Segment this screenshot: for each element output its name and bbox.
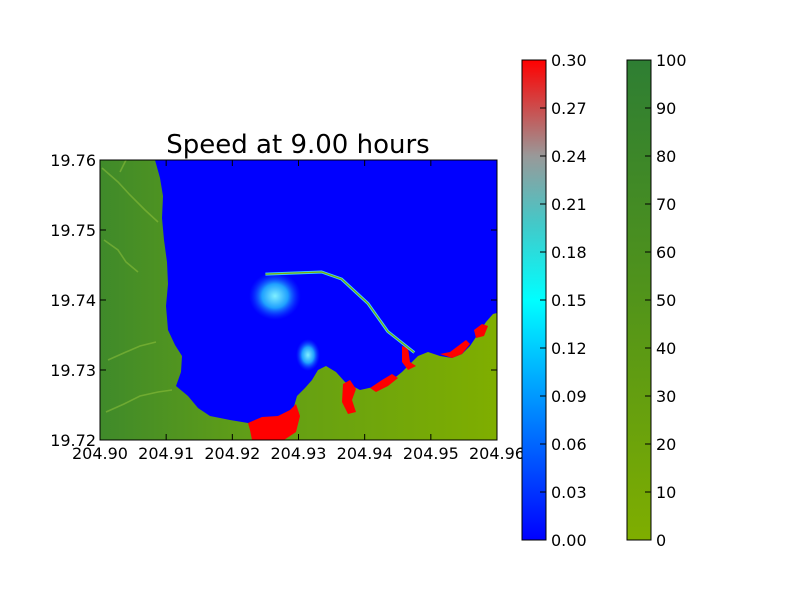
colorbar-tick-label: 0.00 bbox=[551, 531, 587, 550]
colorbar-tick-label: 0.18 bbox=[551, 243, 587, 262]
colorbar-tick-label: 0.12 bbox=[551, 339, 587, 358]
colorbar-tick-label: 30 bbox=[656, 387, 676, 406]
x-tick-label: 204.95 bbox=[403, 444, 459, 463]
y-axis: 19.72 19.73 19.74 19.75 19.76 bbox=[50, 151, 497, 450]
land-west bbox=[100, 160, 497, 440]
colorbar-tick-label: 40 bbox=[656, 339, 676, 358]
x-tick-label: 204.96 bbox=[469, 444, 525, 463]
x-tick-label: 204.94 bbox=[337, 444, 393, 463]
colorbar-tick-label: 20 bbox=[656, 435, 676, 454]
chart-title: Speed at 9.00 hours bbox=[166, 130, 429, 160]
x-tick-label: 204.91 bbox=[138, 444, 194, 463]
y-tick-label: 19.72 bbox=[50, 431, 96, 450]
speed-colorbar: 0.00 0.03 0.06 0.09 0.12 0.15 0.18 0.21 0.24 0.27… bbox=[521, 51, 587, 550]
colorbar-tick-label: 10 bbox=[656, 483, 676, 502]
topography-colorbar-ticks: 0 10 20 30 40 50 60 70 80 90 100 bbox=[645, 51, 687, 550]
colorbar-tick-label: 0.15 bbox=[551, 291, 587, 310]
colorbar-tick-label: 100 bbox=[656, 51, 687, 70]
topography-colorbar: 0 10 20 30 40 50 60 70 80 90 100 bbox=[626, 51, 687, 550]
colorbar-tick-label: 0.27 bbox=[551, 99, 587, 118]
colorbar-tick-label: 0.21 bbox=[551, 195, 587, 214]
colorbar-tick-label: 70 bbox=[656, 195, 676, 214]
jet-plume bbox=[249, 272, 301, 320]
x-axis: 204.90 204.91 204.92 204.93 204.94 204.95 204.… bbox=[72, 160, 525, 463]
high-speed-zones bbox=[248, 324, 488, 440]
x-tick-label: 204.90 bbox=[72, 444, 128, 463]
colorbar-tick-label: 0.06 bbox=[551, 435, 587, 454]
y-tick-label: 19.73 bbox=[50, 361, 96, 380]
colorbar-tick-label: 50 bbox=[656, 291, 676, 310]
speed-map bbox=[100, 160, 497, 440]
y-tick-label: 19.76 bbox=[50, 151, 96, 170]
colorbar-tick-label: 80 bbox=[656, 147, 676, 166]
colorbar-tick-label: 0.03 bbox=[551, 483, 587, 502]
y-tick-label: 19.75 bbox=[50, 221, 96, 240]
colorbar-tick-label: 0 bbox=[656, 531, 666, 550]
land-streams bbox=[101, 160, 173, 413]
x-tick-label: 204.93 bbox=[271, 444, 327, 463]
breakwater-core bbox=[265, 271, 415, 353]
colorbar-tick-label: 60 bbox=[656, 243, 676, 262]
y-tick-label: 19.74 bbox=[50, 291, 96, 310]
colorbar-tick-label: 0.09 bbox=[551, 387, 587, 406]
colorbar-tick-label: 0.30 bbox=[551, 51, 587, 70]
x-tick-label: 204.92 bbox=[204, 444, 260, 463]
speed-colorbar-ticks: 0.00 0.03 0.06 0.09 0.12 0.15 0.18 0.21 0.24 0.27… bbox=[540, 51, 587, 550]
colorbar-tick-label: 0.24 bbox=[551, 147, 587, 166]
colorbar-tick-label: 90 bbox=[656, 99, 676, 118]
nearshore-plume bbox=[296, 339, 320, 371]
